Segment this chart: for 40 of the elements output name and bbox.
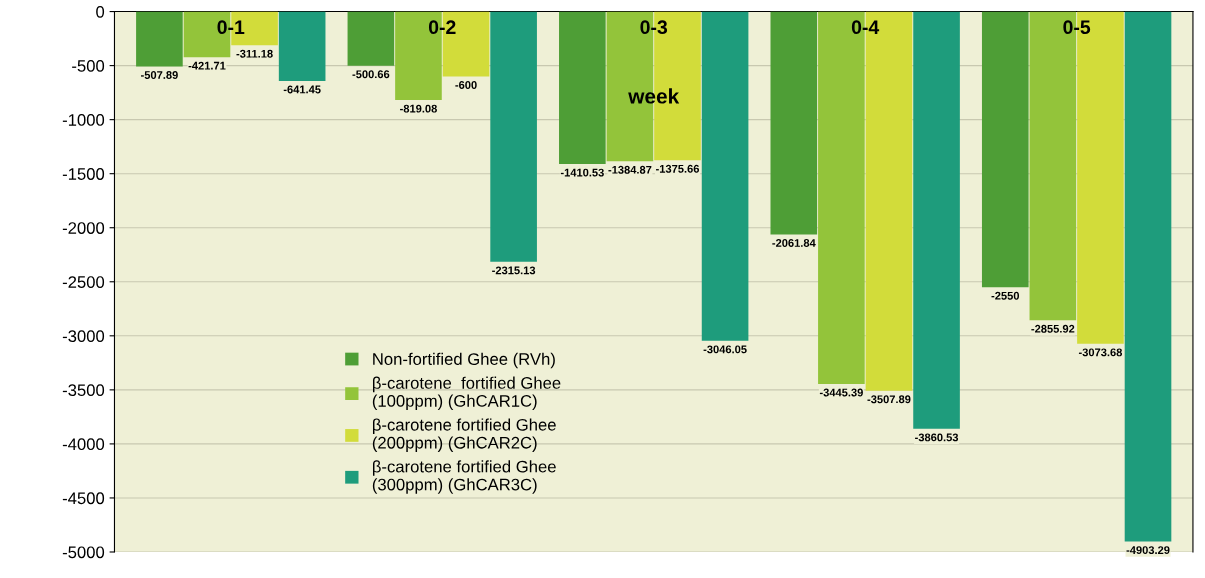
data-label: -2061.84 [772, 239, 816, 247]
y-tick-label: -1500 [62, 168, 105, 180]
y-tick-label: -2500 [62, 276, 105, 288]
data-label: -1410.53 [560, 168, 604, 177]
y-tick-label: -4000 [62, 438, 105, 451]
x-tick-label: 0-3 [640, 20, 668, 35]
data-label: -3507.89 [867, 395, 911, 404]
data-label: -3046.05 [703, 345, 747, 354]
data-label: -507.89 [141, 71, 178, 79]
data-label: -641.45 [283, 85, 321, 94]
data-label: -1384.87 [608, 165, 652, 174]
legend-label: β-carotene fortified Ghee (100ppm) (GhCAR1C) [372, 376, 561, 411]
data-label: -1375.66 [656, 164, 700, 173]
legend-label: Non-fortified Ghee (RVh) [373, 352, 555, 369]
y-tick-label: -3500 [62, 384, 105, 397]
y-tick-label: -5000 [62, 546, 105, 559]
data-label: -500.66 [352, 70, 390, 79]
data-label: -311.18 [236, 49, 273, 58]
data-label: -421.71 [188, 61, 226, 70]
data-label: -3860.53 [915, 433, 959, 442]
annotation: week [628, 88, 680, 104]
y-tick-label: -500 [72, 60, 105, 72]
data-label: -4903.29 [1126, 546, 1170, 555]
data-label: -2315.13 [492, 266, 536, 275]
data-label: -3073.68 [1078, 348, 1123, 357]
y-tick-label: -2000 [62, 222, 105, 234]
x-tick-label: 0-4 [851, 20, 880, 35]
x-tick-label: 0-2 [428, 20, 456, 35]
data-label: -3445.39 [819, 388, 863, 397]
x-tick-label: 0-1 [217, 20, 245, 35]
legend-label: β-carotene fortified Ghee (300ppm) (GhCAR3C) [372, 460, 556, 494]
data-label: -819.08 [400, 104, 437, 113]
y-tick-label: -1000 [62, 114, 105, 126]
y-tick-label: 0 [96, 5, 105, 18]
y-tick-label: -4500 [62, 492, 105, 505]
data-label: -2855.92 [1031, 324, 1075, 333]
data-label: -600 [455, 81, 477, 89]
y-tick-label: -3000 [62, 330, 105, 343]
legend-label: β-carotene fortified Ghee (200ppm) (GhCAR2C) [372, 418, 556, 452]
data-label: -2550 [991, 291, 1020, 300]
